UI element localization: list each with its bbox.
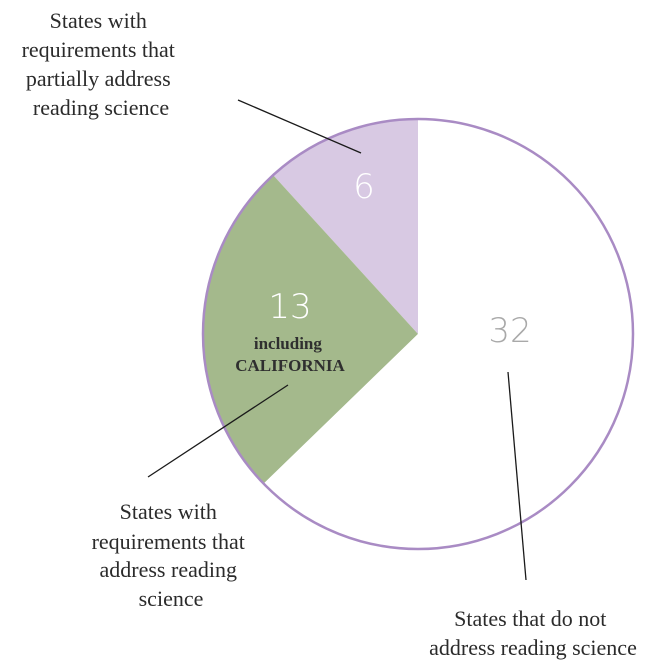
label-address-line: science xyxy=(139,586,204,611)
label-partial-line: reading science xyxy=(33,95,169,120)
value-label-partial: 6 xyxy=(353,167,375,207)
pie-slice-partial xyxy=(273,119,418,334)
leader-line-address xyxy=(147,384,289,478)
label-address-line: States with xyxy=(120,499,217,524)
pie-outline xyxy=(201,117,635,551)
label-not: States that do not address reading scien… xyxy=(429,606,637,660)
note-line: including xyxy=(254,334,323,353)
note-line: CALIFORNIA xyxy=(235,356,345,375)
label-address-line: address reading xyxy=(100,557,237,582)
label-partial-line: requirements that xyxy=(22,37,175,62)
pie-slice-not xyxy=(263,118,633,549)
pie-slices xyxy=(202,118,633,549)
value-label-address: 13 xyxy=(268,287,311,327)
label-not-line: States that do not xyxy=(454,606,606,631)
pie-slice-address xyxy=(202,175,418,484)
label-not-line: address reading science xyxy=(429,635,637,660)
value-label-not: 32 xyxy=(488,311,531,351)
leader-line-partial xyxy=(237,99,362,154)
leader-line-not xyxy=(507,371,527,581)
label-partial-line: States with xyxy=(50,8,147,33)
label-partial-line: partially address xyxy=(26,66,171,91)
note-including-california: including CALIFORNIA xyxy=(235,334,345,375)
label-partial: States with requirements that partially … xyxy=(22,8,181,120)
label-address: States with requirements that address re… xyxy=(92,499,251,611)
label-address-line: requirements that xyxy=(92,529,245,554)
